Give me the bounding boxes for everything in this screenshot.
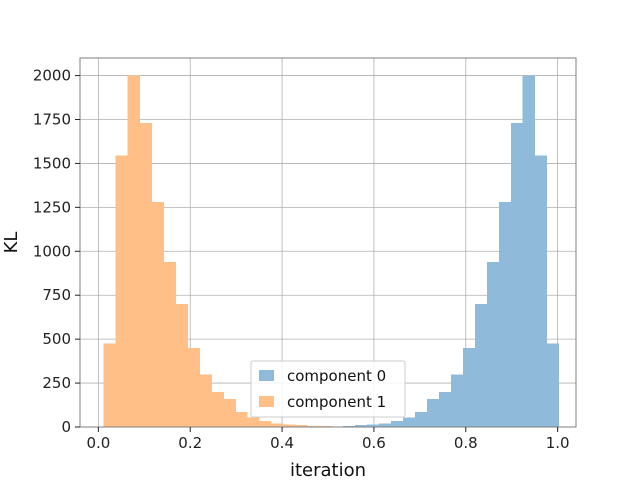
x-tick-label-5: 1.0 [546, 434, 570, 452]
plot-frame [79, 57, 577, 428]
bar-component-0-29 [450, 374, 464, 427]
bar-component-1-0 [103, 343, 116, 427]
bar-component-1-5 [163, 261, 176, 427]
bar-component-0-36 [534, 155, 548, 427]
y-tick-label-4: 1000 [33, 242, 71, 260]
bar-component-0-37 [546, 343, 560, 427]
x-tick-label-2: 0.4 [270, 434, 294, 452]
bar-component-0-26 [414, 412, 428, 427]
series-component-1-bars [103, 75, 332, 428]
legend-swatch-component-0 [259, 370, 274, 381]
x-axis-label: iteration [290, 460, 366, 480]
bar-component-0-28 [438, 391, 452, 427]
bar-component-1-12 [247, 417, 260, 427]
y-tick-label-5: 1250 [33, 198, 71, 216]
y-tick-label-1: 250 [42, 374, 71, 392]
series-component-0-bars [343, 75, 560, 428]
x-tick-label-3: 0.6 [362, 434, 386, 452]
y-axis-label: KL [1, 232, 22, 254]
bar-component-0-32 [486, 261, 500, 427]
bar-component-1-13 [259, 420, 272, 427]
x-tick-label-1: 0.2 [178, 434, 202, 452]
bar-component-1-7 [187, 347, 200, 427]
bar-component-0-21 [355, 425, 368, 427]
bar-component-0-23 [379, 423, 392, 427]
bar-component-1-3 [139, 123, 152, 427]
bar-component-0-24 [391, 420, 404, 427]
bar-component-0-33 [498, 202, 512, 427]
legend-box [250, 360, 406, 418]
bar-component-1-1 [115, 155, 128, 427]
bar-component-1-15 [283, 424, 296, 427]
bar-component-0-35 [522, 75, 536, 428]
legend-swatch-component-1 [259, 396, 274, 407]
y-tick-label-7: 1750 [33, 111, 71, 129]
bar-component-0-30 [462, 347, 476, 427]
bar-component-0-34 [510, 123, 524, 427]
bar-component-1-9 [211, 391, 224, 427]
y-tick-label-8: 2000 [33, 67, 71, 85]
bar-component-1-10 [223, 398, 236, 427]
bar-component-1-6 [175, 304, 188, 427]
y-tick-label-6: 1500 [33, 154, 71, 172]
bar-component-1-16 [295, 425, 308, 427]
y-tick-label-0: 0 [61, 418, 71, 436]
bar-component-0-25 [402, 417, 416, 427]
bar-component-1-8 [199, 374, 212, 427]
legend-label-component-1: component 1 [287, 393, 386, 411]
y-axis-ticks: 0 250 500 750 1000 1250 1500 1750 2000 [33, 67, 80, 436]
bar-component-1-4 [151, 202, 164, 427]
bar-component-0-22 [367, 424, 380, 427]
legend-label-component-0: component 0 [287, 367, 386, 385]
x-tick-label-4: 0.8 [454, 434, 478, 452]
y-tick-label-2: 500 [42, 330, 71, 348]
bar-component-0-31 [474, 304, 488, 427]
legend: component 0 component 1 [250, 360, 406, 418]
x-axis-ticks: 0.0 0.2 0.4 0.6 0.8 1.0 [86, 427, 570, 452]
bar-component-1-2 [127, 75, 140, 428]
bar-component-1-11 [235, 412, 248, 427]
bar-component-0-27 [426, 398, 440, 427]
y-tick-label-3: 750 [42, 286, 71, 304]
bar-component-1-14 [271, 423, 284, 427]
x-tick-label-0: 0.0 [86, 434, 110, 452]
